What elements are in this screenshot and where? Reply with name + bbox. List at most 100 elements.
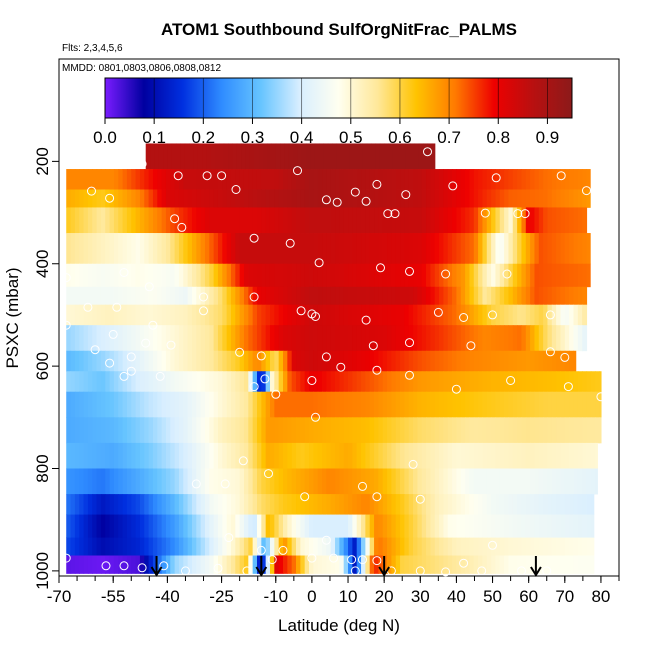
heatmap-cell <box>551 391 557 418</box>
heatmap-cell <box>582 555 588 574</box>
heatmap-cell <box>339 468 345 495</box>
heatmap-cell <box>404 417 410 444</box>
heatmap-cell <box>274 537 280 556</box>
heatmap-cell <box>365 304 371 326</box>
heatmap-cell <box>309 391 314 418</box>
heatmap-cell <box>335 304 340 326</box>
heatmap-cell <box>283 391 288 418</box>
heatmap-cell <box>304 233 310 265</box>
heatmap-cell <box>113 537 119 556</box>
heatmap-cell <box>296 169 301 190</box>
heatmap-cell <box>330 325 336 352</box>
heatmap-cell <box>135 263 141 288</box>
heatmap-cell <box>139 391 145 418</box>
heatmap-cell <box>161 442 167 469</box>
heatmap-cell <box>486 207 492 234</box>
heatmap-cell <box>113 371 119 393</box>
heatmap-cell <box>87 555 93 574</box>
heatmap-cell <box>283 233 288 265</box>
colorbar-tick-label: 0.3 <box>241 128 265 147</box>
heatmap-cell <box>538 494 544 515</box>
heatmap-cell <box>534 233 540 265</box>
heatmap-cell <box>278 169 284 190</box>
heatmap-cell <box>525 442 531 469</box>
heatmap-cell <box>87 189 93 208</box>
heatmap-cell <box>391 169 397 190</box>
heatmap-cell <box>278 233 284 265</box>
heatmap-cell <box>122 494 128 515</box>
heatmap-cell <box>525 263 531 288</box>
heatmap-cell <box>187 286 193 306</box>
heatmap-cell <box>139 169 145 190</box>
sample-point <box>249 233 259 243</box>
heatmap-cell <box>178 555 184 574</box>
heatmap-cell <box>131 555 137 574</box>
heatmap-cell <box>274 325 280 352</box>
heatmap-cell <box>204 207 210 234</box>
sample-point <box>166 340 176 350</box>
heatmap-cell <box>478 286 484 306</box>
heatmap-cell <box>148 350 154 372</box>
heatmap-cell <box>348 263 353 288</box>
heatmap-cell <box>230 391 236 418</box>
heatmap-cell <box>356 468 362 495</box>
colorbar <box>104 77 573 119</box>
heatmap-cell <box>265 207 271 234</box>
heatmap-cell <box>200 537 206 556</box>
heatmap-cell <box>534 207 540 234</box>
heatmap-cell <box>309 514 314 538</box>
heatmap-cell <box>261 417 267 444</box>
heatmap-cell <box>465 350 471 372</box>
heatmap-cell <box>482 286 488 306</box>
heatmap-cell <box>79 325 85 352</box>
heatmap-cell <box>87 350 93 372</box>
heatmap-cell <box>213 537 219 556</box>
heatmap-cell <box>521 371 527 393</box>
heatmap-cell <box>96 371 102 393</box>
heatmap-cell <box>388 143 394 170</box>
heatmap-cell <box>300 207 306 234</box>
heatmap-cell <box>374 207 379 234</box>
heatmap-cell <box>508 555 514 574</box>
heatmap-cell <box>452 286 458 306</box>
heatmap-cell <box>391 263 397 288</box>
heatmap-cell <box>408 304 414 326</box>
heatmap-cell <box>74 417 80 444</box>
heatmap-cell <box>313 325 319 352</box>
heatmap-cell <box>183 514 189 538</box>
heatmap-cell <box>443 207 449 234</box>
heatmap-cell <box>391 514 397 538</box>
heatmap-cell <box>378 189 384 208</box>
heatmap-cell <box>261 325 267 352</box>
heatmap-cell <box>209 468 215 495</box>
heatmap-cell <box>478 417 484 444</box>
heatmap-cell <box>577 417 583 444</box>
heatmap-cell <box>66 417 72 444</box>
heatmap-cell <box>313 417 319 444</box>
sample-point <box>173 171 183 181</box>
heatmap-cell <box>499 169 505 190</box>
heatmap-cell <box>122 417 128 444</box>
heatmap-cell <box>183 391 189 418</box>
heatmap-cell <box>418 143 424 170</box>
heatmap-cell <box>204 189 210 208</box>
heatmap-cell <box>426 207 432 234</box>
heatmap-cell <box>291 555 297 574</box>
heatmap-cell <box>378 169 384 190</box>
heatmap-cell <box>118 371 124 393</box>
heatmap-cell <box>348 537 353 556</box>
heatmap-cell <box>473 417 479 444</box>
heatmap-cell <box>595 391 601 418</box>
heatmap-cell <box>200 189 206 208</box>
heatmap-cell <box>469 304 475 326</box>
heatmap-cell <box>452 304 458 326</box>
heatmap-cell <box>256 371 262 393</box>
heatmap-cell <box>361 169 366 190</box>
heatmap-cell <box>243 555 249 574</box>
heatmap-cell <box>408 391 414 418</box>
heatmap-cell <box>564 468 570 495</box>
heatmap-cell <box>326 514 332 538</box>
heatmap-cell <box>66 207 72 234</box>
heatmap-cell <box>421 468 427 495</box>
sample-point <box>61 320 71 330</box>
